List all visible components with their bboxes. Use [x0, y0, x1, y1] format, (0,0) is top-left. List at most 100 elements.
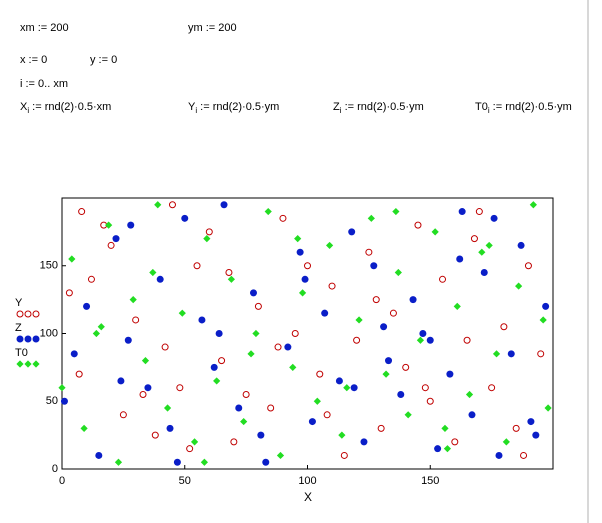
point [75, 370, 83, 378]
point [515, 282, 523, 290]
point [218, 357, 226, 365]
point [365, 248, 373, 256]
point [367, 214, 375, 222]
def-sub: i [340, 106, 342, 115]
point [107, 241, 115, 249]
definition: Xi := rnd(2)·0.5·xm [20, 101, 111, 115]
point [456, 255, 464, 263]
point [532, 431, 540, 439]
point [372, 296, 380, 304]
point [242, 390, 250, 398]
point [397, 390, 405, 398]
point [453, 302, 461, 310]
point [463, 336, 471, 344]
point [68, 255, 76, 263]
point [205, 228, 213, 236]
point [227, 275, 235, 283]
point [353, 336, 361, 344]
point [480, 269, 488, 277]
point [512, 424, 520, 432]
x-axis-label: X [304, 490, 312, 504]
point [105, 221, 113, 229]
point [252, 329, 260, 338]
legend-marker [16, 310, 24, 318]
point [335, 377, 343, 385]
point [404, 411, 412, 419]
point [316, 370, 324, 378]
point [230, 438, 238, 446]
point [298, 289, 307, 297]
point [441, 424, 449, 432]
y-tick-label: 0 [52, 463, 58, 475]
point [414, 221, 422, 229]
point [313, 397, 321, 405]
point [97, 323, 105, 331]
def-sub: i [27, 106, 29, 115]
def-name: Y [188, 101, 196, 113]
point [203, 235, 211, 243]
point [485, 241, 493, 250]
point [431, 228, 439, 236]
point [392, 207, 400, 216]
point [92, 329, 100, 338]
point [539, 316, 547, 324]
point [343, 384, 351, 392]
point [193, 262, 201, 270]
point [114, 458, 123, 466]
point [127, 221, 135, 229]
point [210, 363, 218, 371]
point [220, 201, 228, 209]
point [267, 404, 275, 412]
point [377, 424, 385, 432]
point [279, 214, 287, 222]
definitions: Xi := rnd(2)·0.5·xm Yi := rnd(2)·0.5·ym Zi… [20, 101, 572, 115]
point [488, 384, 496, 392]
point [95, 451, 103, 459]
y-tick-label: 100 [40, 327, 58, 339]
point [370, 262, 378, 270]
y-tick-label: 50 [46, 395, 58, 407]
point [166, 424, 174, 432]
point [254, 302, 262, 310]
def-expr: := rnd(2)·0.5·ym [490, 101, 572, 113]
point [151, 431, 159, 439]
point [321, 309, 329, 317]
point [348, 228, 356, 236]
point [340, 451, 348, 459]
point [421, 384, 429, 392]
point [304, 262, 311, 270]
point [419, 330, 427, 337]
point [176, 384, 184, 392]
point [294, 235, 302, 243]
point [168, 201, 176, 209]
point [446, 370, 454, 378]
point [443, 445, 452, 453]
x-tick-label: 100 [298, 475, 316, 487]
definition: T0i := rnd(2)·0.5·ym [475, 101, 572, 115]
point [156, 275, 164, 283]
point [542, 302, 550, 310]
point [490, 214, 498, 222]
point [247, 350, 255, 358]
point [70, 350, 78, 358]
point [262, 458, 270, 466]
point [139, 390, 147, 398]
point [141, 357, 150, 365]
point [338, 431, 346, 439]
point [119, 411, 127, 419]
point [468, 411, 476, 419]
point [500, 323, 508, 331]
point [78, 208, 86, 216]
point [190, 438, 199, 446]
assignment: ym := 200 [188, 22, 237, 34]
point [502, 438, 510, 446]
point [301, 275, 309, 283]
x-tick-label: 50 [179, 475, 191, 487]
point [58, 384, 66, 392]
point [507, 350, 515, 358]
point [173, 458, 181, 466]
legend-marker [32, 335, 40, 343]
point [520, 451, 528, 459]
def-name: X [20, 101, 28, 113]
